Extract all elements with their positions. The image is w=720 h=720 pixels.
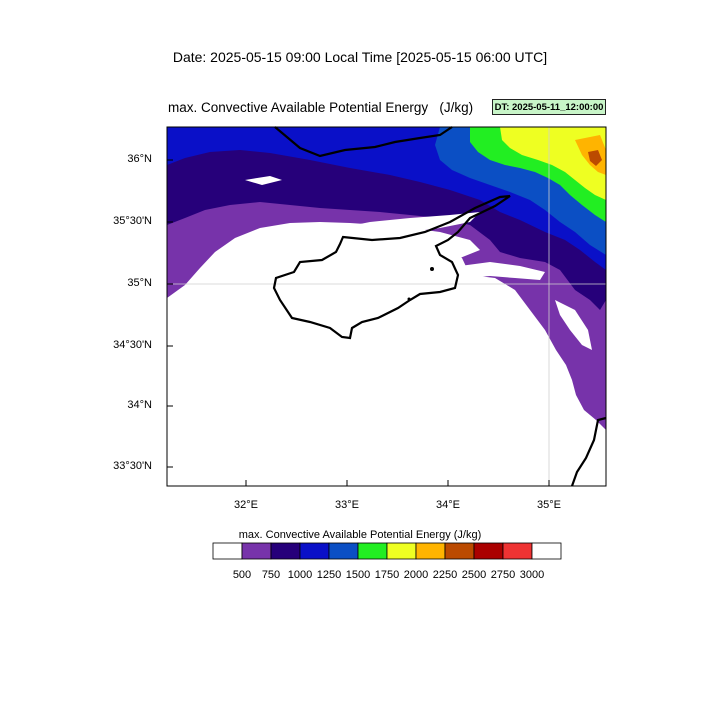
colorbar-swatch (212, 542, 243, 560)
colorbar-tick-label: 1250 (316, 569, 342, 581)
colorbar-tick-label: 1500 (345, 569, 371, 581)
colorbar-tick-label: 2500 (461, 569, 487, 581)
colorbar-swatch (386, 542, 417, 560)
levant-coastline (570, 416, 607, 487)
lat-label: 35°30'N (113, 215, 152, 227)
islet (407, 297, 411, 301)
lon-label: 34°E (436, 499, 460, 511)
lat-label: 34°N (127, 399, 152, 411)
cape-gap-streak (245, 176, 282, 185)
cape-gap-streak (460, 262, 545, 280)
date-title: Date: 2025-05-15 09:00 Local Time [2025-… (172, 49, 548, 65)
colorbar-title: max. Convective Available Potential Ener… (238, 529, 482, 541)
colorbar-swatch (531, 542, 562, 560)
lat-label: 34°30'N (113, 339, 152, 351)
axis-ticks (167, 159, 550, 486)
cape-gap-streak (325, 212, 480, 238)
plot-title: max. Convective Available Potential Ener… (168, 100, 474, 115)
lat-label: 33°30'N (113, 460, 152, 472)
colorbar-tick-label: 3000 (519, 569, 545, 581)
cyprus-coastline (272, 194, 511, 340)
graticule (167, 127, 606, 486)
lon-label: 32°E (234, 499, 258, 511)
cape-rust-band (588, 150, 602, 166)
cape-field (167, 127, 606, 486)
colorbar-swatch (502, 542, 533, 560)
plot-frame (166, 126, 607, 487)
colorbar-swatch (473, 542, 504, 560)
colorbar (212, 542, 562, 560)
colorbar-tick-label: 1000 (287, 569, 313, 581)
colorbar-tick-label: 750 (261, 569, 281, 581)
lon-label: 33°E (335, 499, 359, 511)
lat-label: 36°N (127, 153, 152, 165)
colorbar-tick-label: 500 (232, 569, 252, 581)
cape-gap-streak (555, 300, 592, 350)
colorbar-swatch (444, 542, 475, 560)
colorbar-swatch (270, 542, 301, 560)
colorbar-swatch (328, 542, 359, 560)
lon-label: 35°E (537, 499, 561, 511)
colorbar-tick-label: 2250 (432, 569, 458, 581)
colorbar-tick-label: 2750 (490, 569, 516, 581)
colorbar-tick-label: 1750 (374, 569, 400, 581)
colorbar-swatch (415, 542, 446, 560)
cape-white-south (167, 238, 582, 486)
turkey-coastline (274, 126, 453, 158)
colorbar-swatch (299, 542, 330, 560)
colorbar-swatch (241, 542, 272, 560)
lat-label: 35°N (127, 277, 152, 289)
colorbar-tick-label: 2000 (403, 569, 429, 581)
islet (430, 267, 434, 271)
dt-badge: DT: 2025-05-11_12:00:00 (492, 99, 606, 115)
colorbar-swatch (357, 542, 388, 560)
